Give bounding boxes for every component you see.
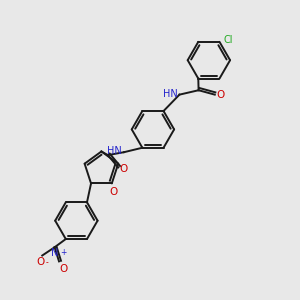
Text: HN: HN (107, 146, 122, 156)
Text: O: O (216, 90, 224, 100)
Text: O: O (37, 257, 45, 267)
Text: N: N (51, 248, 58, 258)
Text: HN: HN (163, 89, 177, 99)
Text: O: O (60, 264, 68, 274)
Text: Cl: Cl (223, 35, 233, 45)
Text: O: O (120, 164, 128, 174)
Text: O: O (109, 187, 117, 197)
Text: +: + (60, 248, 66, 256)
Text: -: - (46, 258, 49, 267)
